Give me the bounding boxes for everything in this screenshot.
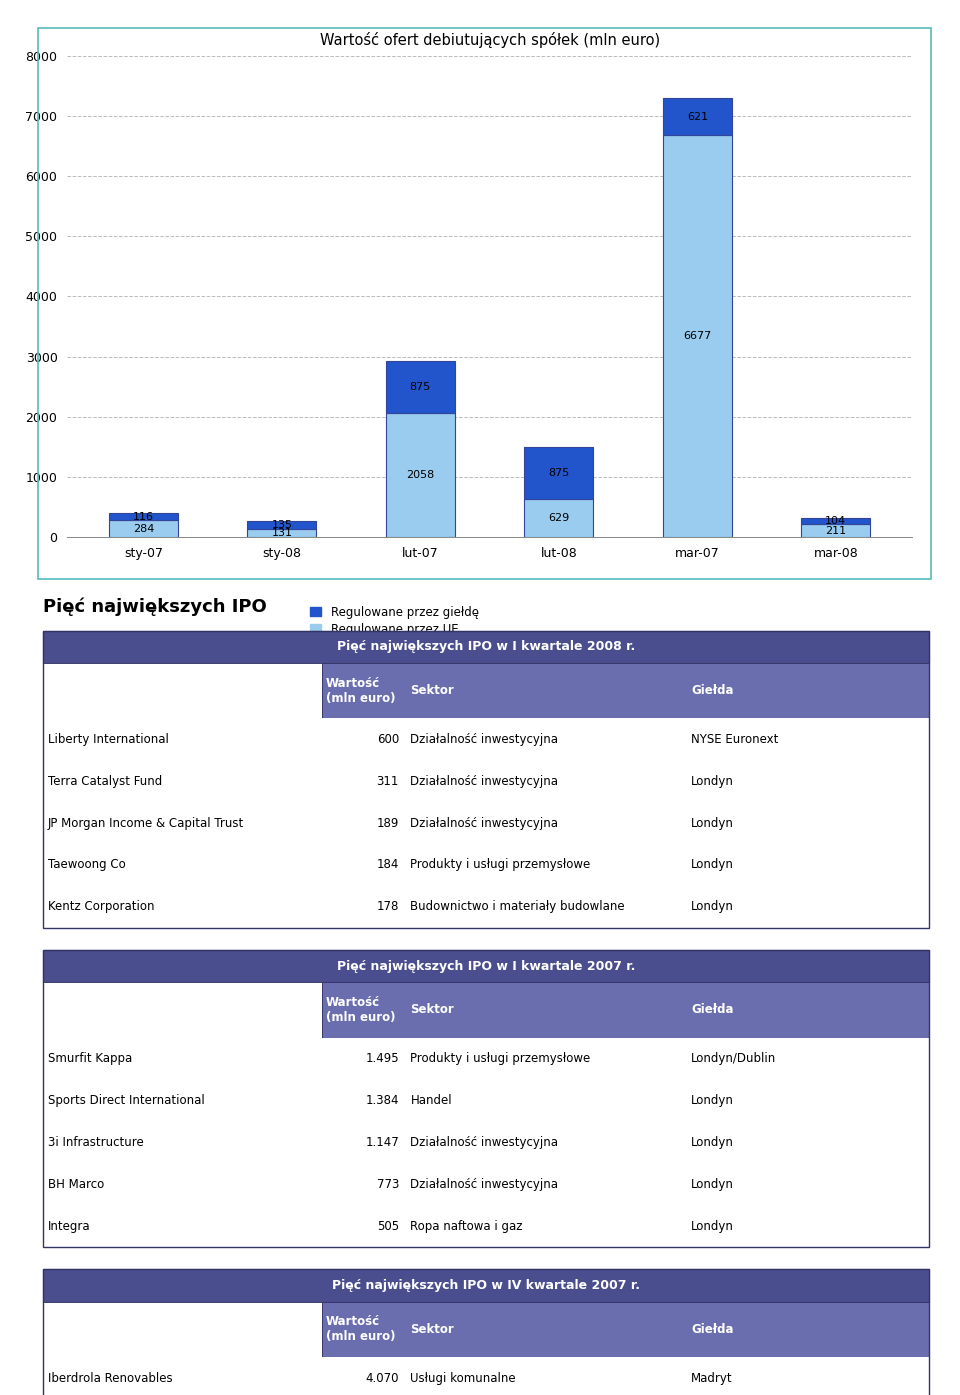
Text: Usługi komunalne: Usługi komunalne	[411, 1371, 516, 1385]
Text: Sports Direct International: Sports Direct International	[48, 1094, 204, 1108]
Text: Kentz Corporation: Kentz Corporation	[48, 900, 155, 914]
Text: 2058: 2058	[406, 470, 435, 480]
Text: Terra Catalyst Fund: Terra Catalyst Fund	[48, 774, 162, 788]
Text: Londyn: Londyn	[691, 1177, 734, 1191]
Text: Pięć największych IPO w I kwartale 2007 r.: Pięć największych IPO w I kwartale 2007 …	[337, 960, 636, 972]
Text: JP Morgan Income & Capital Trust: JP Morgan Income & Capital Trust	[48, 816, 244, 830]
Text: Londyn: Londyn	[691, 774, 734, 788]
Bar	[248, 529, 317, 537]
Text: 629: 629	[548, 513, 569, 523]
Text: Sektor: Sektor	[411, 684, 454, 698]
Text: 311: 311	[376, 774, 399, 788]
Text: Działalność inwestycyjna: Działalność inwestycyjna	[411, 732, 559, 746]
Text: Wartość
(mln euro): Wartość (mln euro)	[326, 1315, 396, 1343]
Text: 875: 875	[410, 382, 431, 392]
Text: Giełda: Giełda	[691, 1003, 733, 1017]
Text: Londyn: Londyn	[691, 1094, 734, 1108]
Text: Działalność inwestycyjna: Działalność inwestycyjna	[411, 1177, 559, 1191]
Text: Taewoong Co: Taewoong Co	[48, 858, 126, 872]
Bar	[802, 518, 871, 525]
Text: 184: 184	[376, 858, 399, 872]
Text: Londyn: Londyn	[691, 900, 734, 914]
Text: 104: 104	[826, 516, 847, 526]
Text: 135: 135	[272, 520, 293, 530]
Text: Giełda: Giełda	[691, 1322, 733, 1336]
Text: 621: 621	[686, 112, 708, 121]
Text: 6677: 6677	[684, 331, 711, 342]
Text: 1.147: 1.147	[365, 1136, 399, 1149]
Text: Pięć największych IPO w I kwartale 2008 r.: Pięć największych IPO w I kwartale 2008 …	[337, 640, 636, 653]
Text: Wartość
(mln euro): Wartość (mln euro)	[326, 996, 396, 1024]
Text: 600: 600	[376, 732, 399, 746]
Legend: Regulowane przez giełdę, Regulowane przez UE: Regulowane przez giełdę, Regulowane prze…	[310, 605, 479, 636]
Text: Wartość
(mln euro): Wartość (mln euro)	[326, 677, 396, 704]
Bar	[524, 446, 593, 499]
Text: Londyn: Londyn	[691, 858, 734, 872]
Bar	[662, 98, 732, 135]
Text: Integra: Integra	[48, 1219, 90, 1233]
Text: 1.495: 1.495	[366, 1052, 399, 1066]
Text: Ropa naftowa i gaz: Ropa naftowa i gaz	[411, 1219, 523, 1233]
Bar	[108, 520, 178, 537]
Text: Działalność inwestycyjna: Działalność inwestycyjna	[411, 1136, 559, 1149]
Text: Działalność inwestycyjna: Działalność inwestycyjna	[411, 816, 559, 830]
Text: Sektor: Sektor	[411, 1003, 454, 1017]
Text: Iberdrola Renovables: Iberdrola Renovables	[48, 1371, 173, 1385]
Text: Działalność inwestycyjna: Działalność inwestycyjna	[411, 774, 559, 788]
Text: 505: 505	[377, 1219, 399, 1233]
Text: Londyn: Londyn	[691, 1136, 734, 1149]
Text: Smurfit Kappa: Smurfit Kappa	[48, 1052, 132, 1066]
Text: 773: 773	[376, 1177, 399, 1191]
Text: Londyn/Dublin: Londyn/Dublin	[691, 1052, 777, 1066]
Text: 116: 116	[132, 512, 154, 522]
Text: Pięć największych IPO w IV kwartale 2007 r.: Pięć największych IPO w IV kwartale 2007…	[332, 1279, 640, 1292]
Title: Wartość ofert debiutujących spółek (mln euro): Wartość ofert debiutujących spółek (mln …	[320, 32, 660, 47]
Bar	[248, 522, 317, 529]
Text: 131: 131	[272, 529, 293, 538]
Text: Sektor: Sektor	[411, 1322, 454, 1336]
Text: 3i Infrastructure: 3i Infrastructure	[48, 1136, 144, 1149]
Text: 178: 178	[376, 900, 399, 914]
Text: 211: 211	[826, 526, 847, 536]
Bar	[386, 413, 455, 537]
Text: 4.070: 4.070	[366, 1371, 399, 1385]
Text: Pięć największych IPO: Pięć największych IPO	[43, 597, 267, 615]
Bar	[108, 513, 178, 520]
Text: Produkty i usługi przemysłowe: Produkty i usługi przemysłowe	[411, 858, 590, 872]
Text: Giełda: Giełda	[691, 684, 733, 698]
Bar	[802, 525, 871, 537]
Text: Budownictwo i materiały budowlane: Budownictwo i materiały budowlane	[411, 900, 625, 914]
Bar	[386, 361, 455, 413]
Text: BH Marco: BH Marco	[48, 1177, 105, 1191]
Text: 284: 284	[132, 523, 154, 533]
Text: Londyn: Londyn	[691, 1219, 734, 1233]
Text: Liberty International: Liberty International	[48, 732, 169, 746]
Text: NYSE Euronext: NYSE Euronext	[691, 732, 779, 746]
Text: Produkty i usługi przemysłowe: Produkty i usługi przemysłowe	[411, 1052, 590, 1066]
Text: Handel: Handel	[411, 1094, 452, 1108]
Bar	[524, 499, 593, 537]
Text: Madryt: Madryt	[691, 1371, 733, 1385]
Text: 875: 875	[548, 467, 569, 478]
Text: Londyn: Londyn	[691, 816, 734, 830]
Text: 189: 189	[376, 816, 399, 830]
Bar	[662, 135, 732, 537]
Text: 1.384: 1.384	[366, 1094, 399, 1108]
